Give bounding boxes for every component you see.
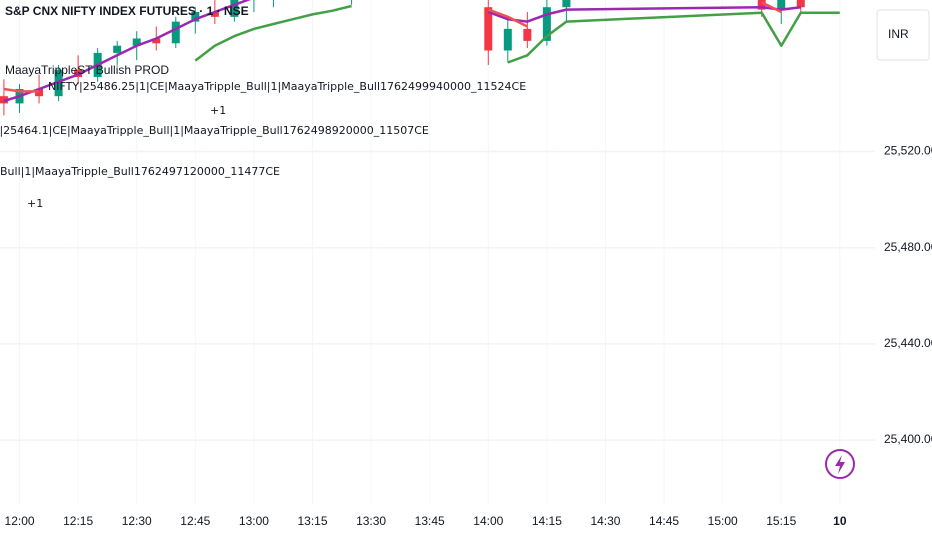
x-tick-label: 12:00 xyxy=(5,514,35,528)
x-tick-label: 14:15 xyxy=(532,514,562,528)
x-tick-label: 15:00 xyxy=(708,514,738,528)
x-tick-label: 13:30 xyxy=(356,514,386,528)
candle-body xyxy=(777,0,786,10)
y-tick-label: 25,480.00 xyxy=(884,240,932,254)
labels: S&P CNX NIFTY INDEX FUTURES · 1 · NSE Ma… xyxy=(0,4,526,210)
candle-body xyxy=(757,0,766,10)
plot-area xyxy=(0,0,840,116)
indicator-line xyxy=(194,4,840,64)
x-tick-label: 14:45 xyxy=(649,514,679,528)
order-count: +1 xyxy=(210,104,226,117)
candle-body xyxy=(113,45,122,53)
x-tick-label: 12:15 xyxy=(63,514,93,528)
currency: INR xyxy=(888,27,909,41)
order-label: Bull|1|MaayaTripple_Bull1762497120000_11… xyxy=(0,165,280,178)
order-label: NIFTY|25486.25|1|CE|MaayaTripple_Bull|1|… xyxy=(48,80,526,93)
x-tick-label: 15:15 xyxy=(766,514,796,528)
x-tick-label: 12:45 xyxy=(180,514,210,528)
candle-body xyxy=(562,0,571,8)
candle-body xyxy=(171,21,180,44)
chart-title: S&P CNX NIFTY INDEX FUTURES · 1 · NSE xyxy=(5,4,249,18)
y-tick-label: 25,400.00 xyxy=(884,432,932,446)
y-tick-label: 25,520.00 xyxy=(884,144,932,158)
x-tick-label: 13:15 xyxy=(297,514,327,528)
y-tick-label: 25,440.00 xyxy=(884,336,932,350)
x-tick-label: 14:30 xyxy=(590,514,620,528)
x-tick-label: 14:00 xyxy=(473,514,503,528)
indicator-name: MaayaTrippleST Bullish PROD xyxy=(5,63,169,77)
candle-body xyxy=(152,38,161,44)
candle-body xyxy=(503,28,512,51)
candle-body xyxy=(210,12,219,17)
indicator-line xyxy=(3,1,782,93)
x-tick-label: 12:30 xyxy=(122,514,152,528)
x-tick-label: 13:00 xyxy=(239,514,269,528)
candle-body xyxy=(484,7,493,51)
x-tick-label: 13:45 xyxy=(415,514,445,528)
currency-box[interactable] xyxy=(876,9,930,61)
order-count: +1 xyxy=(27,197,43,210)
order-label: TY|25464.1|CE|MaayaTripple_Bull|1|MaayaT… xyxy=(0,124,429,137)
candle-body xyxy=(542,7,551,41)
candle-body xyxy=(523,28,532,41)
candle-body xyxy=(191,12,200,22)
candle-body xyxy=(132,38,141,46)
x-tick-label: 10 xyxy=(833,514,847,528)
alert-icon[interactable] xyxy=(825,449,855,479)
candle-body xyxy=(796,0,805,8)
candle-body xyxy=(230,0,239,17)
